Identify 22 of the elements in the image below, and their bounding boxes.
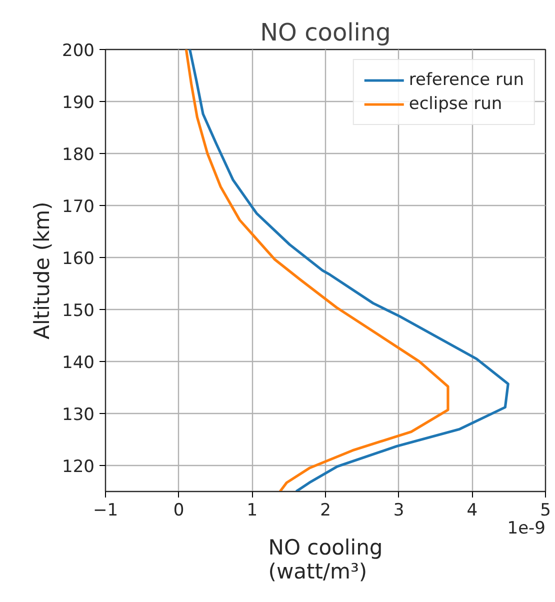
legend-label: eclipse run: [408, 94, 502, 114]
x-tick-label: 5: [540, 500, 551, 520]
x-tick-label: 0: [173, 500, 184, 520]
y-tick-label: 170: [62, 197, 95, 217]
x-tick-label: 1: [246, 500, 258, 520]
text: 1e-9: [507, 518, 546, 538]
legend-label: reference run: [408, 70, 524, 90]
y-tick-label: 120: [62, 457, 95, 477]
x-tick-label: 3: [393, 500, 404, 520]
y-tick-label: 150: [62, 301, 95, 321]
y-tick-label: 130: [62, 405, 95, 425]
x-axis-title: NO cooling (watt/m³): [268, 536, 383, 584]
y-tick-label: 140: [62, 353, 95, 373]
y-axis-title: Altitude (km): [30, 202, 54, 340]
x-tick-label: −1: [92, 500, 118, 520]
y-tick-label: 180: [62, 145, 95, 165]
x-tick-label: 4: [466, 500, 478, 520]
y-tick-label: 160: [62, 249, 95, 269]
chart-title: NO cooling: [260, 18, 391, 46]
y-tick-label: 190: [62, 93, 95, 113]
y-tick-label: 200: [62, 41, 95, 61]
x-tick-label: 2: [320, 500, 331, 520]
